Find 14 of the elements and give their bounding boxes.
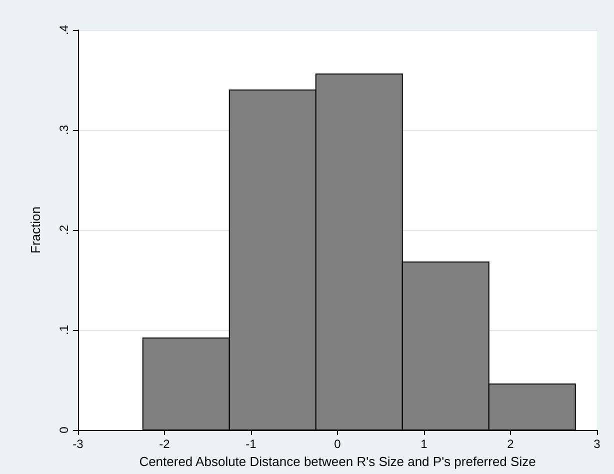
y-tick-label: .4 bbox=[57, 24, 71, 36]
x-tick-label: 3 bbox=[594, 437, 601, 451]
x-tick-label: -1 bbox=[246, 437, 257, 451]
x-axis-title: Centered Absolute Distance between R's Size and P's preferred Size bbox=[139, 454, 536, 469]
y-tick-label: .3 bbox=[57, 124, 71, 136]
x-tick-label: 1 bbox=[420, 437, 428, 451]
y-axis-title: Fraction bbox=[28, 206, 43, 254]
x-tick-label: -2 bbox=[159, 437, 170, 451]
x-tick-label: 0 bbox=[334, 437, 342, 451]
x-tick-label: 2 bbox=[507, 437, 514, 451]
y-tick-label: 0 bbox=[57, 426, 71, 434]
x-tick-label: -3 bbox=[72, 437, 84, 451]
y-tick-label: .2 bbox=[57, 224, 71, 236]
y-tick-label: .1 bbox=[57, 324, 71, 336]
